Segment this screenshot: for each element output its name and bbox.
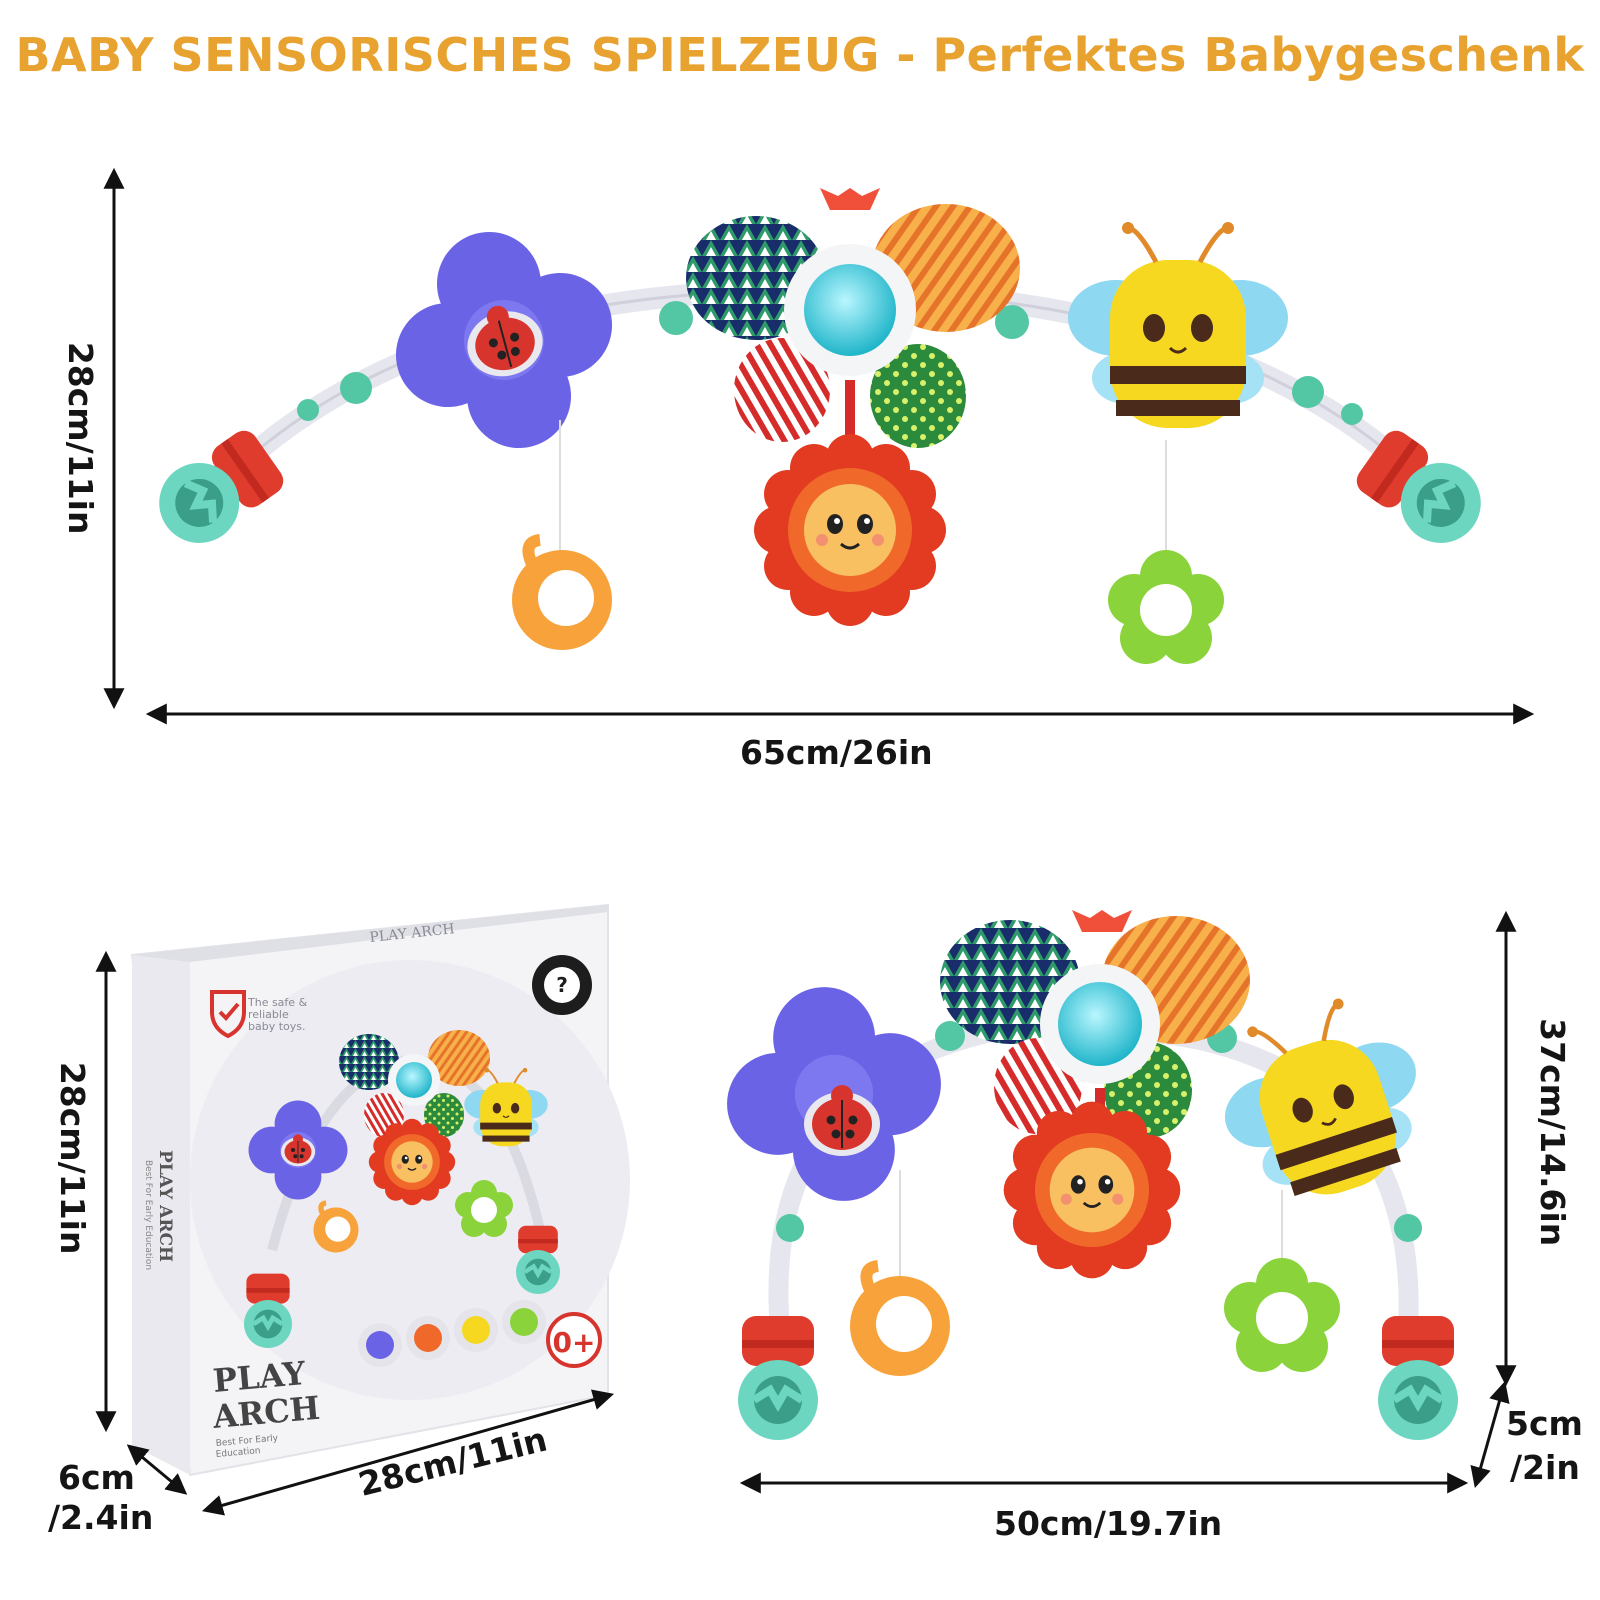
sunflower-icon <box>752 432 948 628</box>
box-width-arrow <box>201 1389 615 1516</box>
top-width-label: 65cm/26in <box>740 733 933 772</box>
bottom-depth-arrow <box>1470 1380 1510 1489</box>
box-height-label: 28cm/11in <box>53 1061 93 1255</box>
product-box: ? 0+ PLAY ARCH The safe & reliable baby … <box>130 903 630 1477</box>
box-side-title: PLAY ARCH <box>155 1150 175 1262</box>
top-height-label: 28cm/11in <box>61 341 101 535</box>
bottom-width-label: 50cm/19.7in <box>994 1504 1223 1543</box>
box-depth-arrow <box>126 1444 188 1495</box>
bottom-depth-label-2: /2in <box>1510 1448 1580 1487</box>
center-rattle <box>686 188 1020 452</box>
box-tagline-1: The safe & <box>247 996 308 1009</box>
flower-teether-icon <box>1108 550 1224 664</box>
box-depth-label-1: 6cm <box>58 1458 135 1497</box>
shield-check-icon <box>210 990 246 1039</box>
bottom-depth-label-1: 5cm <box>1506 1404 1583 1443</box>
box-side-subtitle: Best For Early Education <box>143 1160 153 1270</box>
svg-text:?: ? <box>556 973 568 997</box>
age-badge: 0+ <box>553 1326 596 1359</box>
box-depth-label-2: /2.4in <box>48 1498 154 1537</box>
top-product-image <box>144 188 1497 664</box>
snail-teether-icon <box>512 540 612 650</box>
box-tagline-2: reliable <box>248 1008 289 1021</box>
box-tagline-3: baby toys. <box>248 1020 306 1033</box>
ladybug-icon <box>369 205 639 475</box>
bee-icon <box>1068 222 1288 428</box>
bottom-height-label: 37cm/14.6in <box>1533 1018 1573 1247</box>
bottom-product-image <box>709 910 1458 1440</box>
page-title: BABY SENSORISCHES SPIELZEUG - Perfektes … <box>15 28 1585 82</box>
